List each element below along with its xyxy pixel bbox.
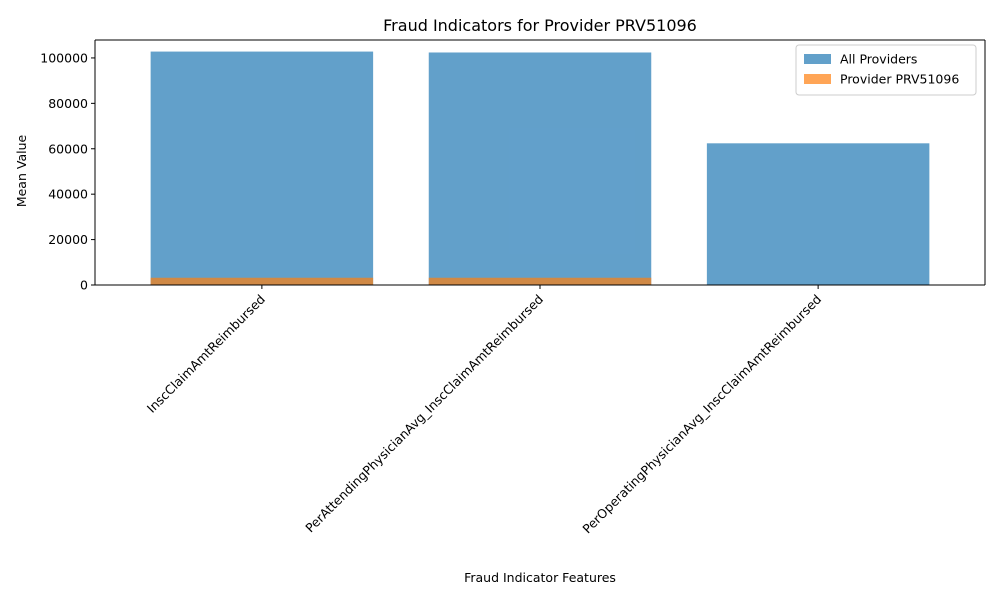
x-tick-label: PerOperatingPhysicianAvg_InscClaimAmtRei… <box>579 292 824 537</box>
y-tick-label: 100000 <box>40 50 88 65</box>
y-tick-label: 80000 <box>48 96 88 111</box>
legend-label-1: Provider PRV51096 <box>840 72 959 87</box>
legend-swatch-0 <box>804 54 831 64</box>
bar-provider-0 <box>150 277 374 285</box>
bar-provider-1 <box>428 277 652 285</box>
bar-all-providers-1 <box>428 52 652 285</box>
bar-all-providers-2 <box>706 143 930 285</box>
bar-all-providers-0 <box>150 51 374 285</box>
legend: All Providers Provider PRV51096 <box>795 44 977 96</box>
legend-label-0: All Providers <box>840 52 917 67</box>
y-tick-label: 20000 <box>48 232 88 247</box>
y-tick-label: 60000 <box>48 141 88 156</box>
chart-title: Fraud Indicators for Provider PRV51096 <box>383 16 697 35</box>
legend-swatch-1 <box>804 74 831 84</box>
y-tick-label: 0 <box>80 278 88 293</box>
bars-layer <box>150 51 930 285</box>
x-tick-label: PerAttendingPhysicianAvg_InscClaimAmtRei… <box>302 292 546 536</box>
y-axis-label: Mean Value <box>14 135 29 208</box>
x-tick-label: InscClaimAmtReimbursed <box>144 292 268 416</box>
legend-box <box>795 44 977 96</box>
y-tick-label: 40000 <box>48 187 88 202</box>
x-axis-label: Fraud Indicator Features <box>464 570 616 585</box>
